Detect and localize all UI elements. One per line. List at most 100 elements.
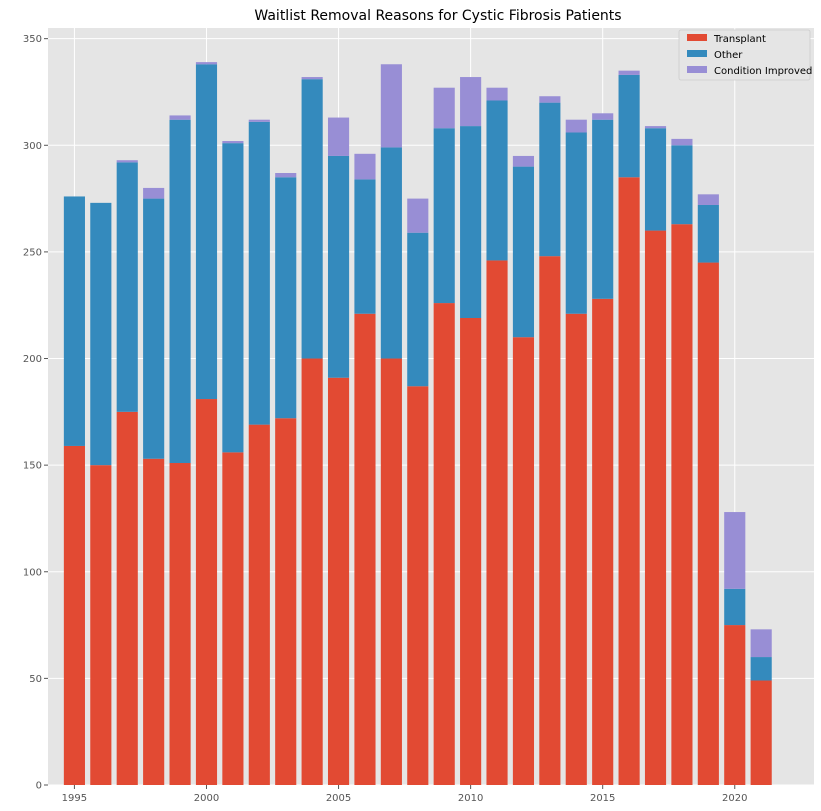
bar-transplant-2010 [460,318,482,785]
bar-condition-improved-2019 [697,194,719,205]
bar-transplant-2005 [327,377,350,785]
bar-other-2014 [565,132,587,314]
bar-other-1995 [63,196,85,446]
axes: 0 50 100 150 200 250 300 350 1995 2000 2005 2010 201… [23,34,748,804]
bar-other-2019 [697,204,719,263]
bar-transplant-2014 [565,313,587,785]
bar-transplant-2019 [697,262,719,786]
bar-other-2005 [327,155,350,378]
bar-condition-improved-2013 [539,96,561,103]
bar-condition-improved-2015 [592,113,614,120]
bar-other-2013 [539,102,561,257]
bar-condition-improved-2020 [724,512,746,589]
x-tick-label: 1995 [62,793,87,804]
bar-other-2003 [275,177,297,419]
bar-transplant-2020 [724,625,746,785]
bar-other-2016 [618,74,640,178]
bar-other-1997 [116,162,138,412]
bar-condition-improved-2016 [618,70,640,75]
bar-other-1996 [90,202,112,466]
bar-transplant-2012 [512,337,535,785]
bar-transplant-2017 [644,230,667,786]
bar-transplant-2015 [592,298,614,785]
bar-condition-improved-2007 [380,64,402,148]
bar-condition-improved-2011 [486,87,508,101]
bar-condition-improved-2006 [354,153,376,180]
y-tick-label: 200 [23,354,42,365]
bar-other-2017 [644,128,667,231]
bar-condition-improved-2021 [750,629,772,658]
legend-swatch-transplant [687,34,707,41]
bar-other-2004 [301,79,323,359]
chart-title: Waitlist Removal Reasons for Cystic Fibr… [254,8,621,24]
bar-condition-improved-2004 [301,77,323,80]
legend-label-transplant: Transplant [713,34,766,45]
bar-transplant-2011 [486,260,508,785]
bar-transplant-1997 [116,411,138,785]
bar-condition-improved-2014 [565,119,587,133]
bar-transplant-2006 [354,313,376,785]
bar-transplant-2018 [671,224,693,785]
bar-condition-improved-2001 [222,141,244,144]
bar-other-2021 [750,657,772,681]
bar-transplant-2007 [380,358,402,785]
legend-box [678,29,811,81]
bar-other-2000 [195,64,218,400]
bar-transplant-1999 [169,463,191,785]
y-tick-label: 250 [23,247,42,258]
bar-other-2012 [512,166,535,338]
bar-other-2018 [671,145,693,225]
x-tick-label: 2020 [722,793,747,804]
bar-transplant-2021 [750,680,772,785]
x-tick-label: 2000 [194,793,219,804]
bar-transplant-2003 [275,418,297,785]
bar-transplant-2002 [248,424,270,785]
bar-condition-improved-1999 [169,115,191,120]
bar-condition-improved-1998 [143,187,165,199]
bar-transplant-1995 [63,445,85,785]
bar-condition-improved-2008 [407,198,429,233]
y-tick-label: 50 [29,674,42,685]
bar-transplant-2013 [539,256,561,785]
bar-condition-improved-2017 [644,126,667,129]
bar-other-2015 [592,119,614,299]
bar-other-2020 [724,588,746,626]
bar-other-2011 [486,100,508,261]
bar-condition-improved-2000 [195,62,218,65]
legend-swatch-other [687,50,707,57]
bar-transplant-2001 [222,452,244,785]
x-tick-label: 2015 [590,793,615,804]
legend-label-other: Other [714,50,743,61]
y-tick-label: 150 [23,461,42,472]
bar-transplant-2008 [407,386,429,785]
bar-other-2010 [460,126,482,319]
bar-other-2002 [248,121,270,425]
bar-other-1999 [169,119,191,464]
bar-other-2007 [380,147,402,359]
bar-condition-improved-2018 [671,138,693,146]
x-tick-label: 2005 [326,793,351,804]
bar-other-2006 [354,179,376,314]
bar-condition-improved-1997 [116,160,138,163]
bar-other-1998 [143,198,165,459]
bar-condition-improved-2002 [248,119,270,122]
legend-swatch-condition-improved [687,66,707,73]
y-tick-label: 0 [36,781,42,792]
bar-condition-improved-2005 [327,117,350,156]
legend-label-condition-improved: Condition Improved [714,66,812,77]
legend: Transplant Other Condition Improved [678,29,812,81]
bar-condition-improved-2012 [512,155,535,167]
bar-condition-improved-2010 [460,77,482,127]
bar-transplant-2000 [195,399,218,785]
y-tick-label: 100 [23,567,42,578]
bar-other-2001 [222,143,244,453]
x-tick-label: 2010 [458,793,483,804]
y-tick-label: 350 [23,34,42,45]
bar-other-2009 [433,128,455,304]
bars [63,62,772,786]
y-tick-label: 300 [23,141,42,152]
bar-transplant-2009 [433,303,455,785]
bar-condition-improved-2009 [433,87,455,129]
bar-transplant-2004 [301,358,323,785]
